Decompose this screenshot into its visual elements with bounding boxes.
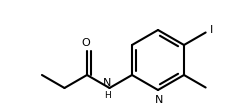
Text: H: H [104,90,111,100]
Text: N: N [155,95,163,105]
Text: N: N [103,78,112,88]
Text: I: I [210,26,213,36]
Text: O: O [82,38,90,48]
